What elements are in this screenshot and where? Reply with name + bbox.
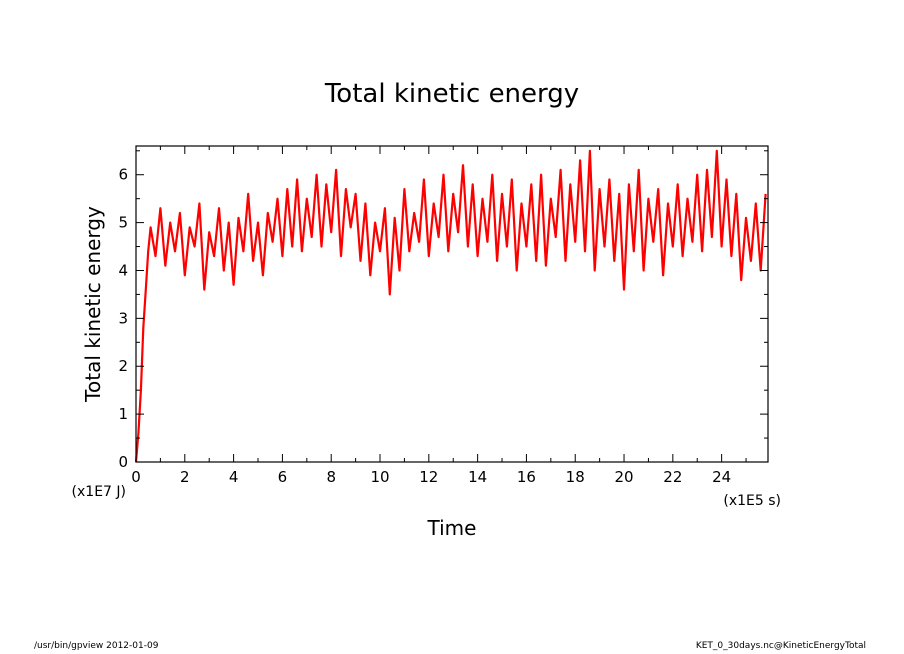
y-tick-label: 6 (118, 166, 128, 184)
x-unit-label: (x1E5 s) (723, 493, 781, 509)
y-tick-label: 2 (118, 357, 128, 375)
y-tick-label: 4 (118, 261, 128, 279)
x-axis-label: Time (427, 516, 477, 540)
x-tick-label: 12 (419, 468, 438, 486)
y-tick-label: 1 (118, 405, 128, 423)
x-tick-label: 2 (180, 468, 190, 486)
plot-area (134, 145, 769, 463)
y-unit-label: (x1E7 J) (72, 484, 126, 500)
x-tick-label: 8 (326, 468, 336, 486)
x-tick-label: 0 (131, 468, 141, 486)
series-line (134, 149, 767, 463)
footer-right: KET_0_30days.nc@KineticEnergyTotal (695, 641, 866, 651)
y-axis-label: Total kinetic energy (81, 206, 105, 403)
plot-frame (135, 145, 769, 463)
y-tick-label: 5 (118, 214, 128, 232)
x-tick-label: 10 (370, 468, 389, 486)
x-tick-label: 16 (517, 468, 536, 486)
x-tick-label: 6 (278, 468, 288, 486)
y-tick-label: 3 (118, 309, 128, 327)
footer-left: /usr/bin/gpview 2012-01-09 (34, 641, 159, 651)
axis-ticks (135, 146, 768, 463)
x-tick-label: 20 (614, 468, 633, 486)
x-tick-label: 4 (229, 468, 239, 486)
x-tick-label: 14 (468, 468, 487, 486)
x-tick-label: 18 (566, 468, 585, 486)
x-tick-label: 24 (712, 468, 731, 486)
x-tick-label: 22 (663, 468, 682, 486)
chart-title: Total kinetic energy (324, 79, 579, 109)
y-tick-label: 0 (118, 453, 128, 471)
